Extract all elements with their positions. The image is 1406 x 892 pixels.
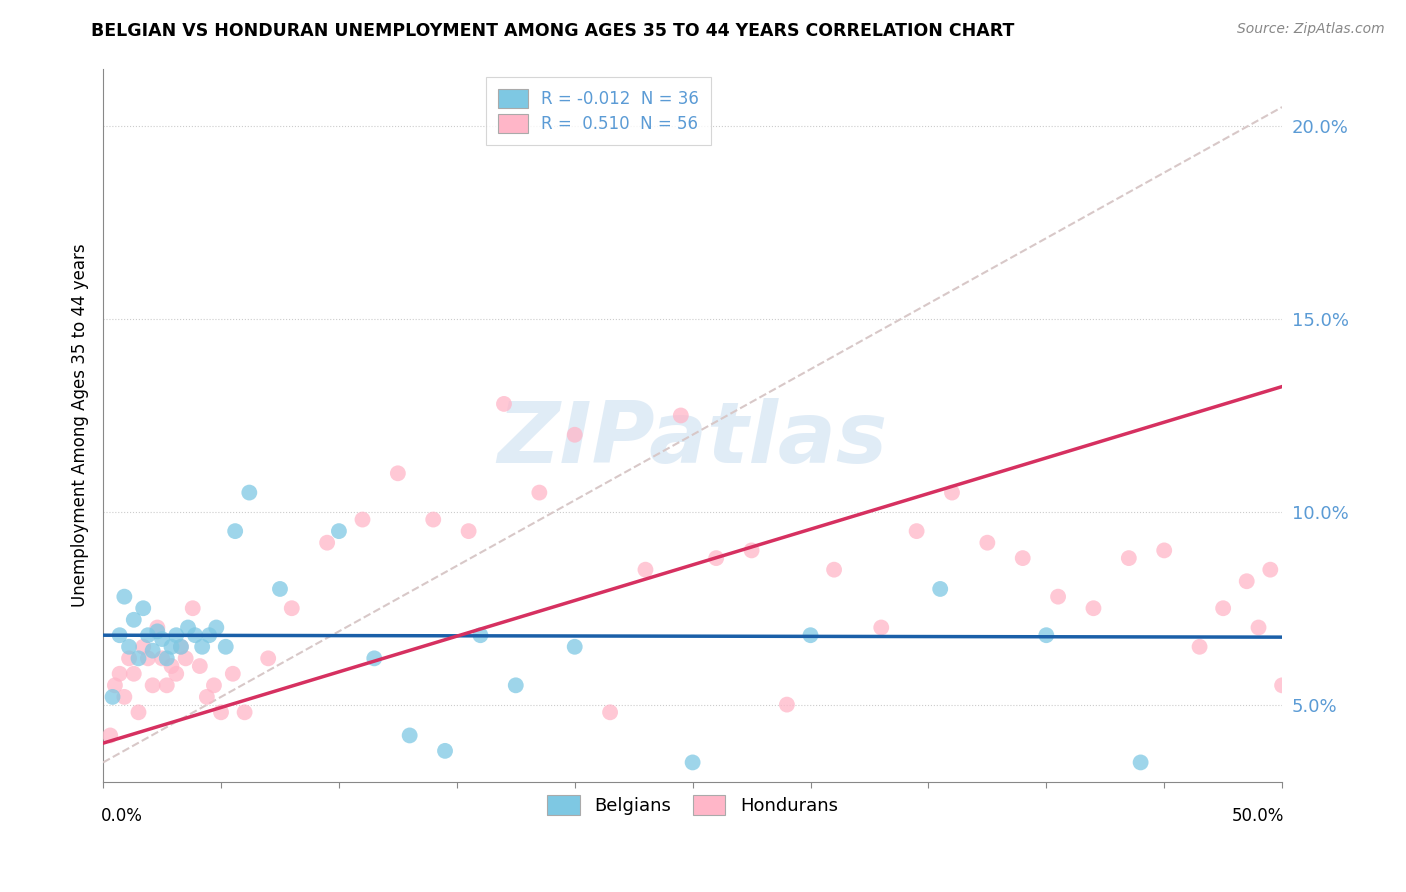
- Point: [941, 485, 963, 500]
- Point: [1212, 601, 1234, 615]
- Point: [470, 628, 492, 642]
- Point: [1118, 551, 1140, 566]
- Point: [328, 524, 350, 538]
- Point: [128, 706, 150, 720]
- Point: [222, 666, 245, 681]
- Point: [682, 756, 704, 770]
- Point: [398, 728, 420, 742]
- Point: [457, 524, 479, 538]
- Point: [202, 678, 225, 692]
- Point: [112, 690, 135, 704]
- Point: [98, 728, 121, 742]
- Point: [165, 666, 187, 681]
- Point: [184, 628, 207, 642]
- Point: [1011, 551, 1033, 566]
- Point: [215, 640, 238, 654]
- Point: [104, 678, 127, 692]
- Point: [150, 632, 173, 646]
- Point: [136, 651, 159, 665]
- Point: [823, 563, 845, 577]
- Point: [1083, 601, 1105, 615]
- Point: [233, 706, 256, 720]
- Point: [799, 628, 821, 642]
- Point: [352, 512, 374, 526]
- Point: [1153, 543, 1175, 558]
- Text: 0.0%: 0.0%: [101, 807, 142, 825]
- Y-axis label: Unemployment Among Ages 35 to 44 years: Unemployment Among Ages 35 to 44 years: [72, 244, 89, 607]
- Point: [434, 744, 457, 758]
- Point: [599, 706, 621, 720]
- Point: [564, 640, 586, 654]
- Point: [160, 640, 183, 654]
- Point: [191, 640, 214, 654]
- Point: [976, 535, 998, 549]
- Point: [281, 601, 304, 615]
- Point: [1271, 678, 1294, 692]
- Point: [150, 651, 173, 665]
- Point: [316, 535, 339, 549]
- Point: [146, 624, 169, 639]
- Point: [741, 543, 763, 558]
- Point: [128, 651, 150, 665]
- Point: [205, 620, 228, 634]
- Point: [170, 640, 193, 654]
- Point: [363, 651, 385, 665]
- Point: [142, 643, 165, 657]
- Point: [174, 651, 197, 665]
- Point: [422, 512, 444, 526]
- Text: 50.0%: 50.0%: [1232, 807, 1285, 825]
- Point: [929, 582, 952, 596]
- Point: [704, 551, 727, 566]
- Point: [1236, 574, 1258, 589]
- Point: [905, 524, 928, 538]
- Point: [1129, 756, 1152, 770]
- Point: [132, 601, 155, 615]
- Point: [112, 590, 135, 604]
- Point: [198, 628, 221, 642]
- Point: [1258, 563, 1281, 577]
- Text: BELGIAN VS HONDURAN UNEMPLOYMENT AMONG AGES 35 TO 44 YEARS CORRELATION CHART: BELGIAN VS HONDURAN UNEMPLOYMENT AMONG A…: [91, 22, 1015, 40]
- Point: [170, 640, 193, 654]
- Point: [118, 640, 141, 654]
- Point: [387, 467, 409, 481]
- Point: [165, 628, 187, 642]
- Point: [1047, 590, 1070, 604]
- Point: [181, 601, 204, 615]
- Point: [122, 666, 145, 681]
- Point: [505, 678, 527, 692]
- Point: [122, 613, 145, 627]
- Point: [492, 397, 515, 411]
- Point: [132, 640, 155, 654]
- Point: [108, 628, 131, 642]
- Point: [118, 651, 141, 665]
- Point: [776, 698, 799, 712]
- Point: [870, 620, 893, 634]
- Point: [564, 427, 586, 442]
- Point: [146, 620, 169, 634]
- Point: [177, 620, 200, 634]
- Point: [188, 659, 211, 673]
- Text: Source: ZipAtlas.com: Source: ZipAtlas.com: [1237, 22, 1385, 37]
- Point: [160, 659, 183, 673]
- Point: [529, 485, 551, 500]
- Point: [1035, 628, 1057, 642]
- Point: [136, 628, 159, 642]
- Point: [142, 678, 165, 692]
- Point: [1247, 620, 1270, 634]
- Point: [156, 678, 179, 692]
- Point: [108, 666, 131, 681]
- Text: ZIPatlas: ZIPatlas: [498, 398, 887, 481]
- Point: [209, 706, 232, 720]
- Point: [238, 485, 260, 500]
- Point: [669, 409, 692, 423]
- Legend: Belgians, Hondurans: Belgians, Hondurans: [540, 788, 845, 822]
- Point: [257, 651, 280, 665]
- Point: [195, 690, 218, 704]
- Point: [224, 524, 246, 538]
- Point: [101, 690, 124, 704]
- Point: [269, 582, 291, 596]
- Point: [156, 651, 179, 665]
- Point: [1188, 640, 1211, 654]
- Point: [634, 563, 657, 577]
